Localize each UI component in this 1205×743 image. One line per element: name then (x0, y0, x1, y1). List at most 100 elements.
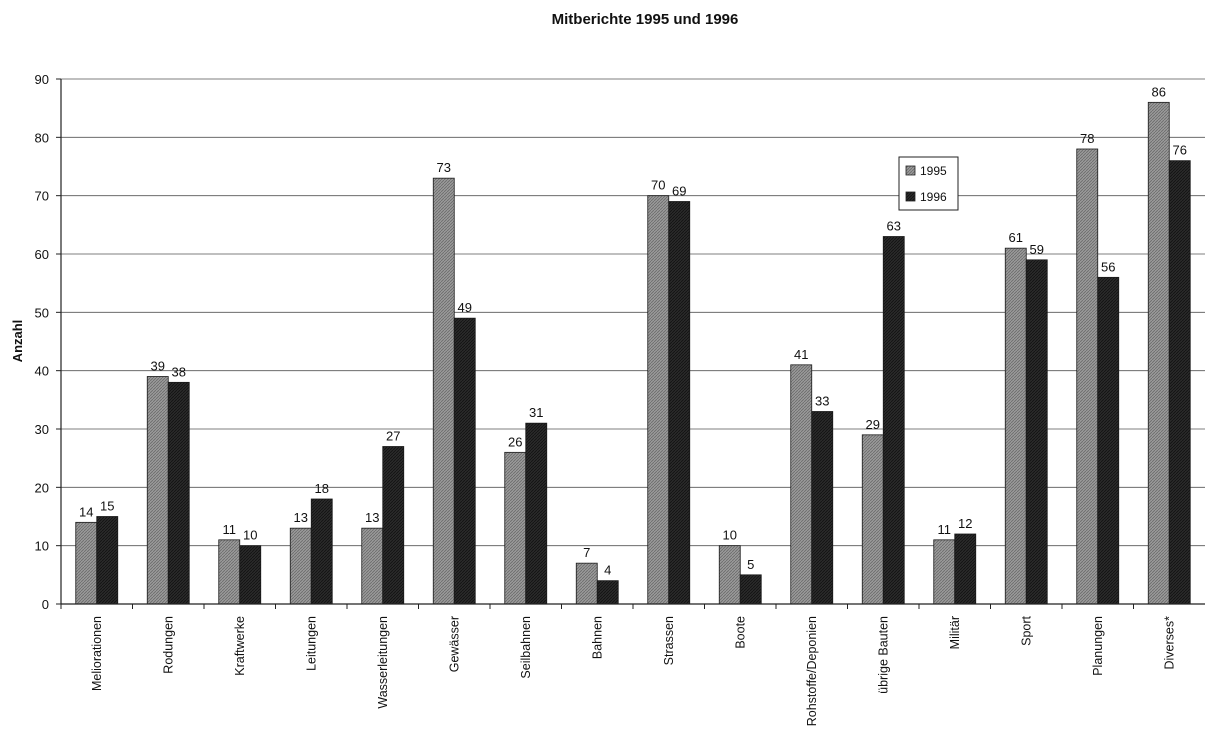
data-label-1996: 63 (887, 219, 901, 234)
y-tick-label: 50 (35, 305, 49, 320)
data-label-1995: 41 (794, 347, 808, 362)
data-label-1995: 61 (1009, 230, 1023, 245)
bar-1996 (239, 545, 262, 605)
bar-1995 (504, 451, 527, 605)
legend-swatch-1995 (905, 165, 916, 176)
category-label: Diverses* (1162, 616, 1176, 670)
bar-1995 (432, 177, 455, 605)
bar-1995 (146, 376, 169, 605)
data-label-1996: 59 (1030, 242, 1044, 257)
y-tick-label: 70 (35, 189, 49, 204)
bar-1996 (882, 236, 905, 605)
legend-swatch-1996 (905, 191, 916, 202)
category-label: Meliorationen (90, 616, 104, 691)
data-labels: 14 15 39 38 11 10 13 18 13 27 73 49 26 31 74 70 69 10 5 41 3… (79, 84, 1187, 577)
bar-1996 (1168, 160, 1191, 605)
data-label-1996: 12 (958, 516, 972, 531)
bar-1995 (1147, 101, 1170, 605)
y-tick-label: 10 (35, 539, 49, 554)
gridlines (61, 78, 1205, 547)
category-label: Kraftwerke (233, 616, 247, 676)
legend-label-1995: 1995 (920, 164, 947, 178)
data-label-1995: 70 (651, 178, 665, 193)
data-label-1996: 18 (315, 481, 329, 496)
category-label: Seilbahnen (519, 616, 533, 679)
y-tick-label: 80 (35, 130, 49, 145)
legend: 1995 1996 (898, 156, 959, 211)
data-label-1995: 10 (723, 528, 737, 543)
bar-1995 (790, 364, 813, 605)
bar-1995 (75, 521, 98, 605)
data-label-1996: 31 (529, 405, 543, 420)
data-label-1996: 56 (1101, 259, 1115, 274)
y-tick-label: 20 (35, 480, 49, 495)
bar-1995 (361, 527, 384, 605)
y-tick-label: 60 (35, 247, 49, 262)
data-label-1995: 11 (938, 522, 952, 537)
bar-1996 (739, 574, 762, 605)
data-label-1995: 13 (365, 510, 379, 525)
bar-1996 (596, 580, 619, 605)
data-label-1995: 26 (508, 434, 522, 449)
bar-1995 (718, 545, 741, 605)
bar-1996 (811, 411, 834, 605)
category-label: Planungen (1091, 616, 1105, 676)
category-label: Rohstoffe/Deponien (805, 616, 819, 726)
data-label-1996: 76 (1173, 143, 1187, 158)
category-label: Boote (733, 616, 747, 649)
bar-1996 (167, 381, 190, 605)
category-label: Leitungen (304, 616, 318, 671)
y-axis-label: Anzahl (10, 320, 25, 363)
data-label-1995: 29 (866, 417, 880, 432)
data-label-1996: 4 (604, 563, 611, 578)
category-label: Gewässer (447, 616, 461, 672)
bars (75, 101, 1191, 605)
bar-1995 (1004, 247, 1027, 605)
data-label-1996: 10 (243, 528, 257, 543)
legend-label-1996: 1996 (920, 190, 947, 204)
bar-1996 (954, 533, 977, 605)
data-label-1996: 27 (386, 429, 400, 444)
bar-1996 (453, 317, 476, 605)
data-label-1995: 13 (294, 510, 308, 525)
data-label-1995: 7 (583, 545, 590, 560)
bar-1996 (668, 201, 691, 605)
bar-1996 (525, 422, 548, 605)
category-label: Bahnen (590, 616, 604, 659)
axes: 0 10 20 30 40 50 60 70 80 90 Meliorationen Rodungen… (35, 72, 1205, 726)
data-label-1995: 86 (1152, 84, 1166, 99)
bar-1995 (933, 539, 956, 605)
y-tick-label: 0 (42, 597, 49, 612)
bar-1995 (1076, 148, 1099, 605)
bar-1996 (96, 516, 119, 605)
data-label-1995: 11 (223, 522, 237, 537)
data-label-1996: 5 (747, 557, 754, 572)
category-label: Rodungen (161, 616, 175, 674)
data-label-1996: 33 (815, 394, 829, 409)
category-label: Sport (1019, 615, 1033, 645)
data-label-1996: 15 (100, 499, 114, 514)
bar-1995 (861, 434, 884, 605)
bar-1996 (1097, 276, 1120, 605)
bar-1995 (575, 562, 598, 605)
category-label: Strassen (662, 616, 676, 665)
y-tick-label: 30 (35, 422, 49, 437)
data-label-1995: 39 (151, 359, 165, 374)
y-tick-label: 40 (35, 364, 49, 379)
y-tick-label: 90 (35, 72, 49, 87)
bar-1995 (647, 195, 670, 605)
data-label-1995: 78 (1080, 131, 1094, 146)
bar-1996 (310, 498, 333, 605)
bar-1996 (382, 446, 405, 605)
category-label: Wasserleitungen (376, 616, 390, 709)
bar-1996 (1025, 259, 1048, 605)
bar-1995 (218, 539, 241, 605)
data-label-1995: 73 (437, 160, 451, 175)
data-label-1996: 38 (172, 364, 186, 379)
data-label-1996: 49 (458, 300, 472, 315)
data-label-1995: 14 (79, 504, 93, 519)
data-label-1996: 69 (672, 184, 686, 199)
category-label: übrige Bauten (876, 616, 890, 694)
